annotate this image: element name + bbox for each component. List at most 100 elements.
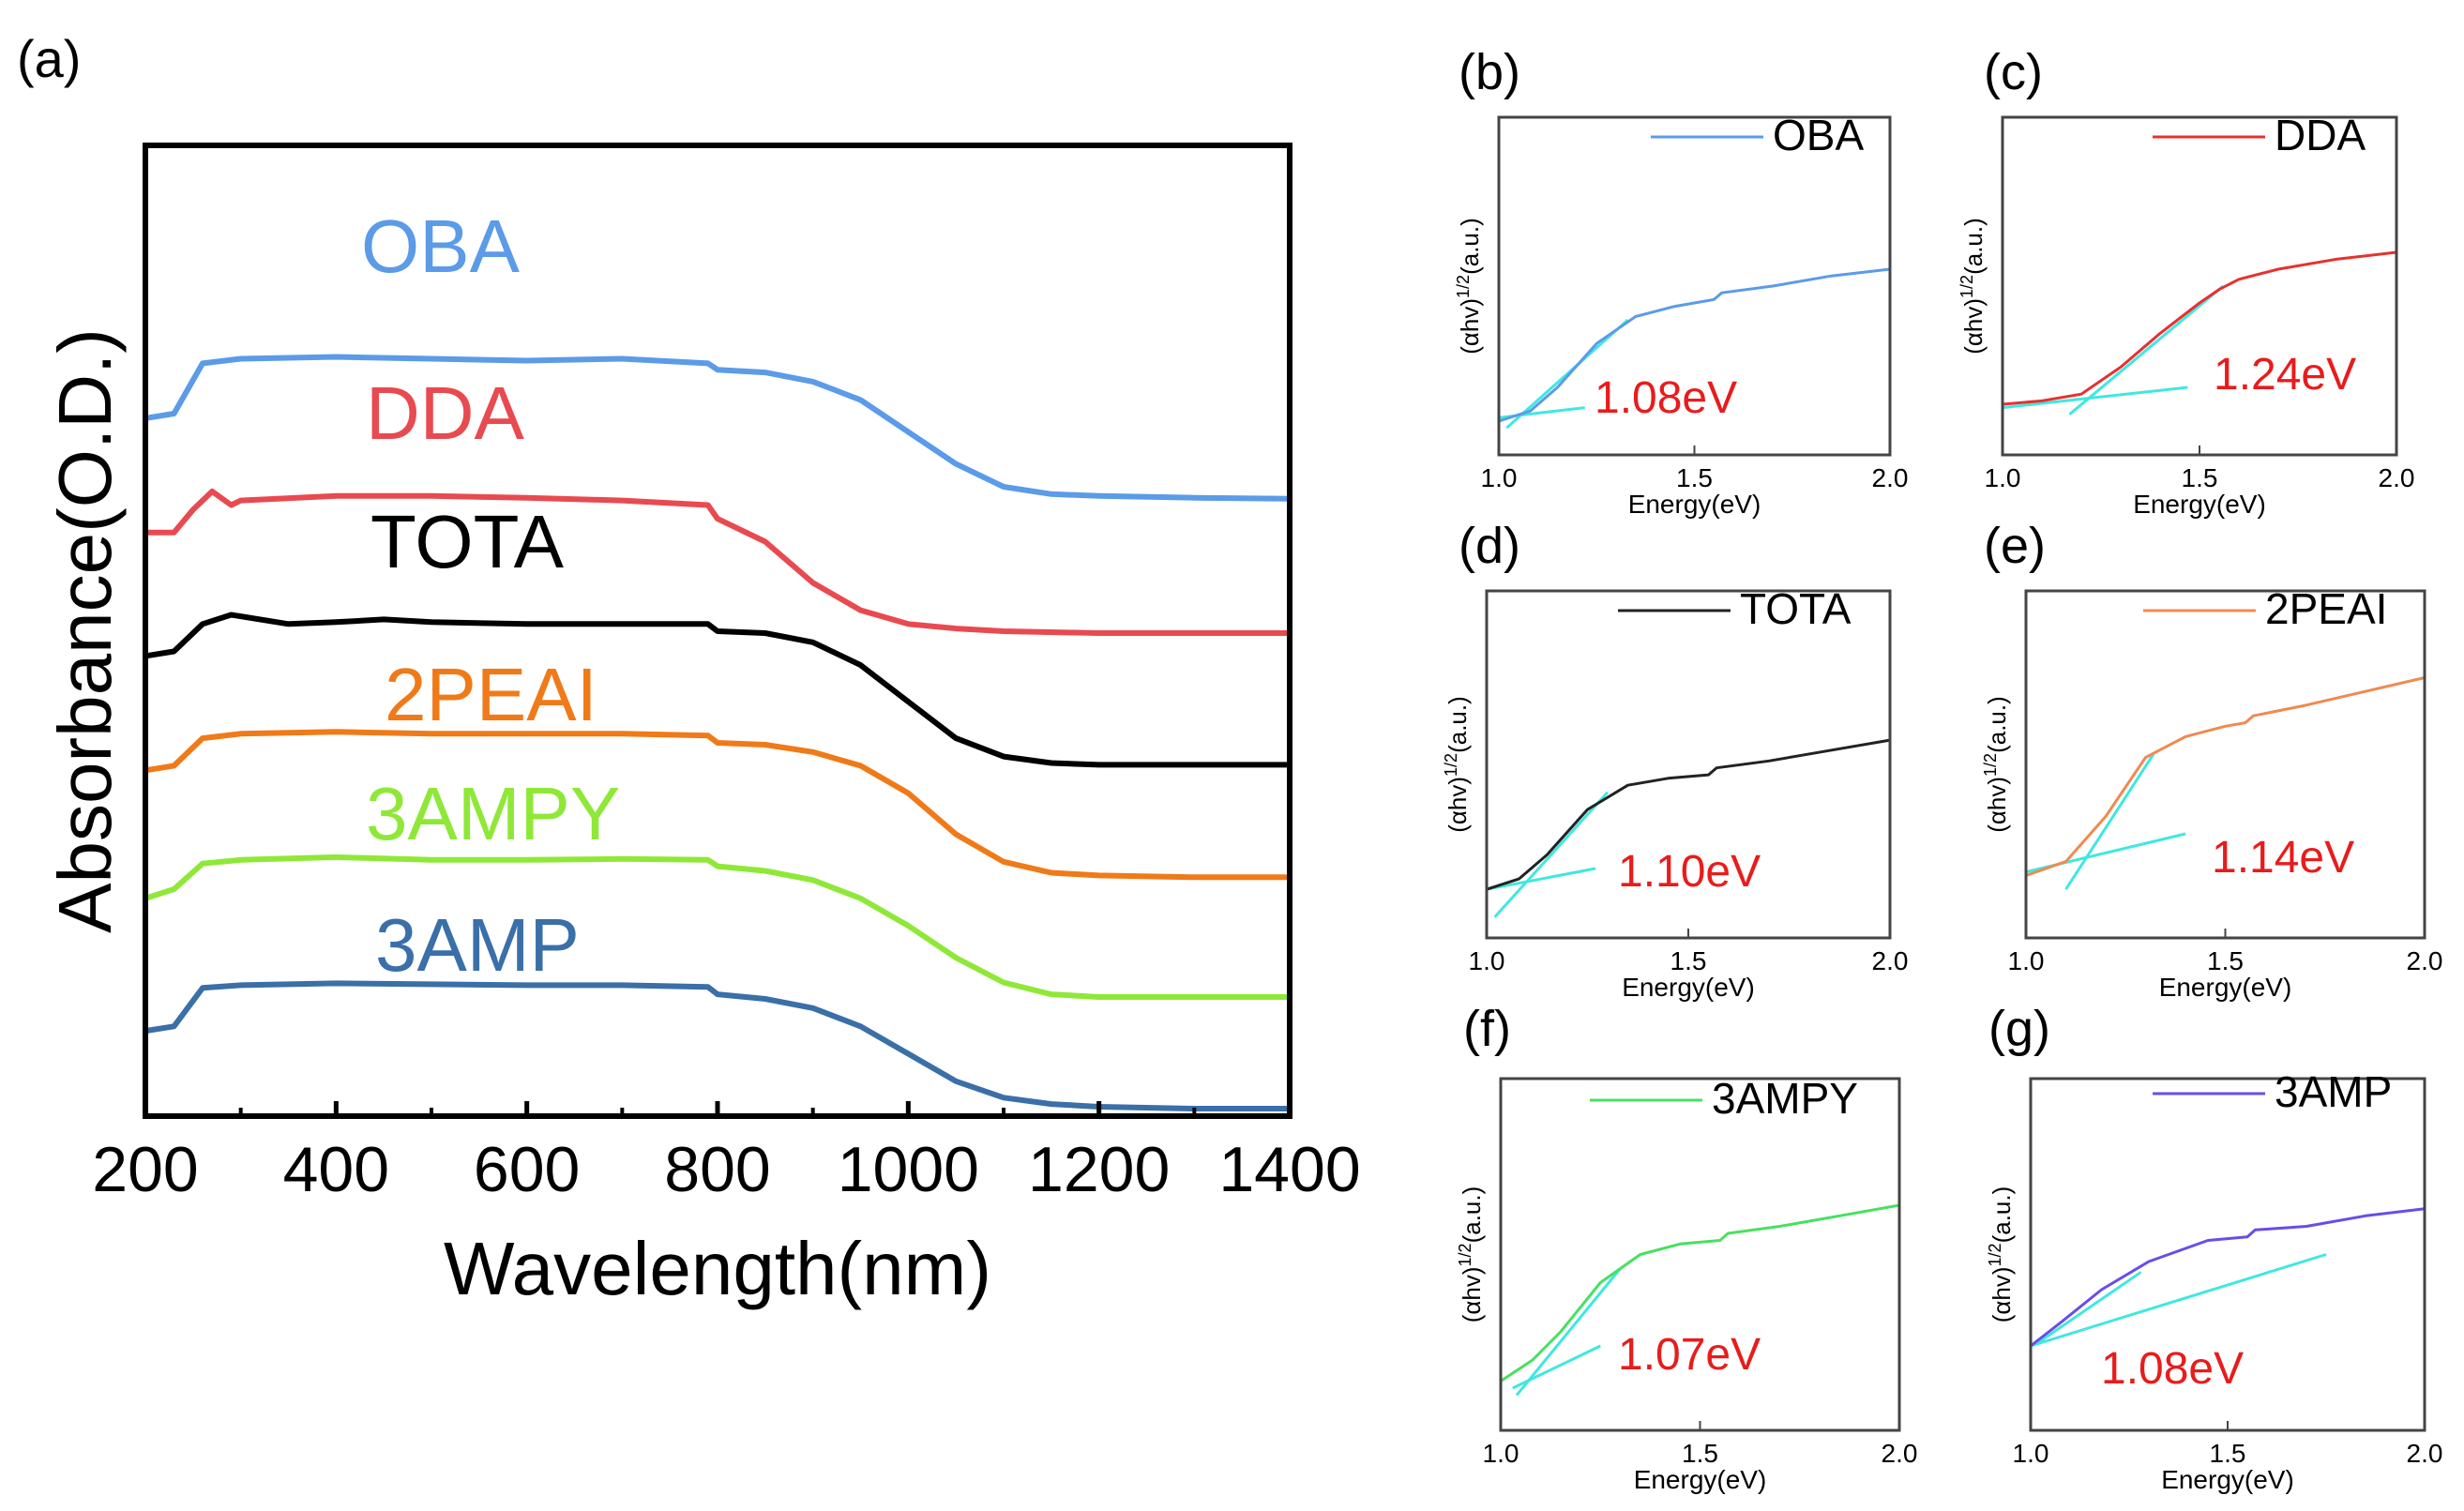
x-tick-label-b: 1.5 (1676, 463, 1713, 492)
y-axis-label-e: (αhv)1/2(a.u.) (1981, 696, 2011, 833)
x-axis-label-e: Energy(eV) (2159, 973, 2292, 1002)
x-axis-label-g: Energy(eV) (2161, 1465, 2294, 1494)
y-axis-label-base: (αhv) (1988, 1266, 2016, 1322)
series-label-2peai: 2PEAI (385, 653, 597, 736)
y-axis-label-base: (αhv) (1959, 298, 1988, 355)
y-axis-label-a: Absorbance(O.D.) (43, 328, 127, 933)
y-axis-label-b: (αhv)1/2(a.u.) (1454, 218, 1484, 355)
legend-label-f: 3AMPY (1712, 1074, 1858, 1123)
y-axis-label-d: (αhv)1/2(a.u.) (1442, 696, 1472, 833)
y-axis-label-c: (αhv)1/2(a.u.) (1958, 218, 1988, 355)
x-tick-label-c: 1.0 (1985, 463, 2021, 492)
series-line-dda (143, 488, 1292, 636)
series-line-2peai (143, 729, 1292, 881)
x-axis-label-b: Energy(eV) (1628, 490, 1761, 519)
fit-line-d (1486, 867, 1596, 891)
x-axis-label-a: Wavelength(nm) (444, 1227, 991, 1310)
x-tick-label-a: 600 (474, 1134, 580, 1205)
fit-line-c (2068, 284, 2225, 416)
panel-label-d: (d) (1459, 518, 1520, 574)
fit-line-f (1512, 1344, 1601, 1390)
panel-label-b: (b) (1459, 44, 1520, 100)
x-tick-label-d: 2.0 (1872, 946, 1909, 975)
fit-line-b (1505, 318, 1629, 430)
x-tick-label-b: 1.0 (1481, 463, 1518, 492)
series-label-tota: TOTA (370, 500, 565, 583)
series-line-3amp (143, 980, 1292, 1111)
x-tick-label-b: 2.0 (1872, 463, 1909, 492)
panel-label-e: (e) (1984, 518, 2046, 574)
x-tick-label-a: 800 (664, 1134, 770, 1205)
x-tick-label-g: 1.0 (2013, 1439, 2049, 1468)
band-gap-label-c: 1.24eV (2214, 350, 2356, 400)
series-label-3ampy: 3AMPY (366, 772, 620, 855)
x-tick-label-d: 1.5 (1670, 946, 1707, 975)
series-label-3amp: 3AMP (375, 903, 580, 987)
series-line-3amp (2030, 1207, 2426, 1348)
x-tick-label-e: 1.0 (2008, 946, 2045, 975)
x-tick-label-e: 1.5 (2207, 946, 2244, 975)
panel-label-g: (g) (1988, 1001, 2050, 1057)
legend-label-b: OBA (1773, 111, 1864, 159)
band-gap-label-d: 1.10eV (1618, 847, 1761, 897)
y-axis-label-base: (αhv) (1444, 777, 1472, 833)
y-axis-label-g: (αhv)1/2(a.u.) (1986, 1186, 2016, 1323)
y-axis-label-sup: 1/2 (1986, 1243, 2004, 1266)
x-axis-label-f: Energy(eV) (1634, 1465, 1767, 1494)
fit-line-g (2030, 1253, 2327, 1348)
y-axis-label-tail: (a.u.) (1444, 696, 1472, 753)
series-line-dda (2002, 250, 2397, 406)
x-tick-label-a: 1000 (838, 1134, 979, 1205)
x-tick-label-a: 1400 (1218, 1134, 1360, 1205)
y-axis-label-sup: 1/2 (1981, 753, 2000, 777)
fit-line-d (1493, 791, 1610, 918)
plot-frame-e (2024, 589, 2426, 940)
series-line-3ampy (1500, 1203, 1900, 1383)
x-tick-label-a: 200 (92, 1134, 198, 1205)
y-axis-label-tail: (a.u.) (1959, 218, 1988, 275)
series-line-3ampy (143, 854, 1292, 1000)
series-label-dda: DDA (366, 371, 525, 455)
series-line-2peai (2025, 676, 2426, 877)
series-label-oba: OBA (361, 204, 521, 288)
legend-label-e: 2PEAI (2265, 584, 2387, 633)
band-gap-label-f: 1.07eV (1618, 1330, 1761, 1380)
y-axis-label-tail: (a.u.) (1988, 1186, 2016, 1244)
band-gap-label-g: 1.08eV (2101, 1344, 2244, 1394)
y-axis-label-sup: 1/2 (1442, 753, 1460, 777)
panel-d: (d) TOTA 1.10eV 1.0 1.5 2.0 Energy(eV) (αhv)1/2… (1442, 518, 1908, 1002)
series-line-tota (1486, 738, 1891, 891)
x-tick-label-a: 1200 (1028, 1134, 1170, 1205)
series-line-oba (143, 354, 1292, 502)
y-axis-label-base: (αhv) (1458, 1266, 1486, 1322)
panel-g: (g) 3AMP 1.08eV 1.0 1.5 2.0 Energy(eV) (αhv)1/2… (1986, 1001, 2442, 1494)
panel-label-f: (f) (1463, 1001, 1511, 1057)
series-line-tota (143, 612, 1292, 768)
x-tick-label-g: 1.5 (2210, 1439, 2246, 1468)
legend-label-g: 3AMP (2275, 1067, 2392, 1116)
y-axis-label-base: (αhv) (1983, 777, 2011, 833)
y-axis-label-tail: (a.u.) (1458, 1186, 1486, 1244)
x-tick-label-f: 2.0 (1882, 1439, 1918, 1468)
y-axis-label-f: (αhv)1/2(a.u.) (1456, 1186, 1486, 1323)
y-axis-label-sup: 1/2 (1454, 275, 1473, 298)
y-axis-label-tail: (a.u.) (1456, 218, 1484, 275)
fit-line-e (2064, 753, 2155, 891)
legend-label-d: TOTA (1740, 584, 1852, 633)
plot-frame-c (2001, 115, 2398, 457)
panel-e: (e) 2PEAI 1.14eV 1.0 1.5 2.0 Energy(eV) (αhv)1/… (1981, 518, 2442, 1002)
fit-line-f (1515, 1267, 1622, 1397)
x-tick-label-g: 2.0 (2407, 1439, 2443, 1468)
y-axis-label-sup: 1/2 (1456, 1243, 1474, 1266)
x-tick-label-a: 400 (283, 1134, 389, 1205)
x-tick-label-f: 1.0 (1483, 1439, 1519, 1468)
fit-line-c (2002, 385, 2188, 410)
x-tick-label-c: 2.0 (2379, 463, 2415, 492)
legend-label-c: DDA (2275, 111, 2366, 159)
fit-line-g (2037, 1271, 2142, 1344)
x-axis-label-c: Energy(eV) (2133, 490, 2266, 519)
series-line-oba (1498, 267, 1891, 423)
y-axis-label-base: (αhv) (1456, 298, 1484, 355)
x-tick-label-e: 2.0 (2407, 946, 2443, 975)
